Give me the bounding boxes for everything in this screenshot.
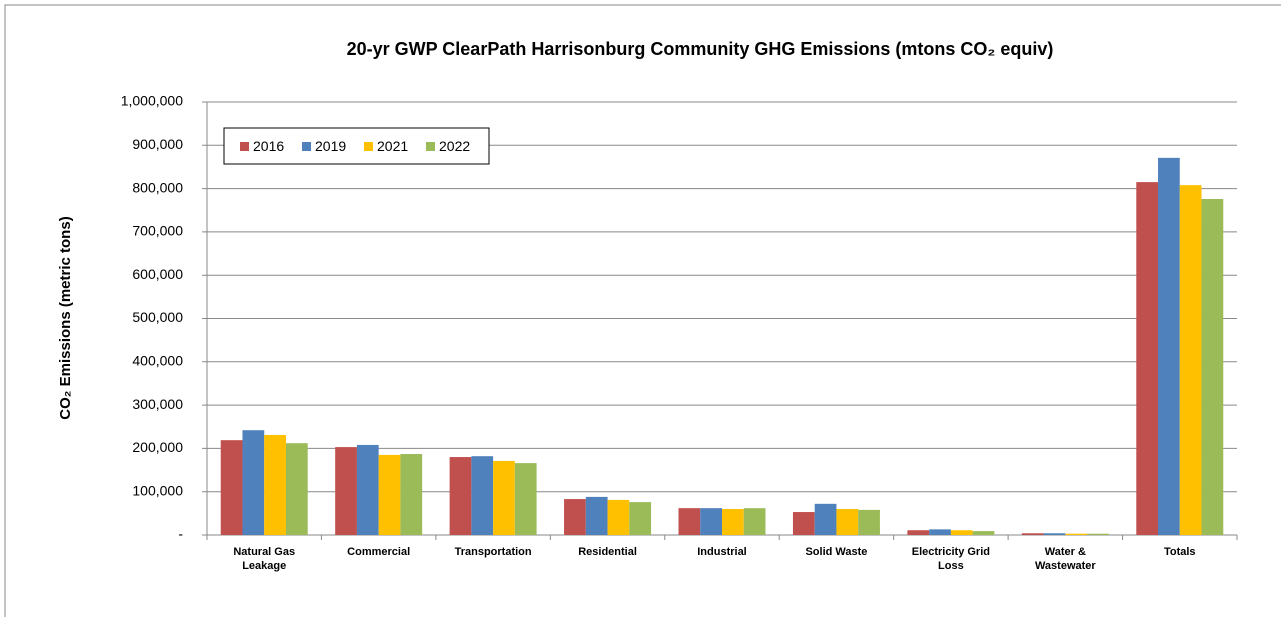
bar <box>1021 533 1044 535</box>
bar <box>264 434 286 535</box>
x-tick-label: Natural Gas Leakage <box>233 546 296 572</box>
y-tick-label: - <box>178 526 183 542</box>
legend-label: 2021 <box>377 138 409 154</box>
legend-item: 2022 <box>426 138 470 154</box>
x-tick-label: Electricity Grid Loss <box>911 546 990 572</box>
bar <box>1087 533 1109 535</box>
y-axis-label: CO₂ Emissions (metric tons) <box>57 216 74 419</box>
chart-title: 20-yr GWP ClearPath Harrisonburg Communi… <box>347 39 1054 59</box>
y-tick-label: 400,000 <box>132 353 183 369</box>
legend-item: 2019 <box>302 138 346 154</box>
legend-swatch <box>364 141 373 151</box>
bar <box>972 531 995 535</box>
y-tick-label: 900,000 <box>132 136 183 152</box>
bar <box>242 430 265 535</box>
bar <box>1179 185 1202 536</box>
legend-label: 2022 <box>439 138 471 154</box>
bar <box>378 454 401 535</box>
x-tick-label: Transportation <box>454 546 532 558</box>
bar <box>1136 182 1159 536</box>
y-tick-label: 100,000 <box>132 482 183 498</box>
x-tick-label: Industrial <box>697 546 747 558</box>
legend-item: 2016 <box>240 138 284 154</box>
bar <box>1043 533 1066 535</box>
bar <box>858 509 880 535</box>
x-tick-label: Commercial <box>347 546 411 558</box>
y-tick-label: 500,000 <box>132 309 183 325</box>
bar <box>220 440 243 535</box>
legend-label: 2019 <box>315 138 347 154</box>
bar <box>514 463 537 535</box>
bar <box>629 502 652 535</box>
y-tick-label: 700,000 <box>132 223 183 239</box>
bar <box>356 444 379 535</box>
bar <box>743 508 766 535</box>
x-tick-label: Totals <box>1163 546 1196 558</box>
y-tick-label: 800,000 <box>132 179 183 195</box>
bar <box>585 496 608 535</box>
bar <box>607 499 630 535</box>
x-tick-label: Water & Wastewater <box>1034 546 1096 572</box>
bar <box>950 530 973 535</box>
bar <box>471 456 494 535</box>
x-tick-label: Solid Waste <box>805 546 868 558</box>
bar <box>400 454 423 535</box>
bar <box>1201 198 1224 535</box>
bar <box>285 443 308 535</box>
bar <box>792 512 815 535</box>
bar <box>929 529 951 535</box>
y-tick-label: 600,000 <box>132 266 183 282</box>
frame <box>4 4 1281 617</box>
legend-swatch <box>302 141 311 151</box>
legend-swatch <box>426 141 435 151</box>
y-tick-label: 1,000,000 <box>121 93 183 109</box>
bar <box>907 530 930 535</box>
bar <box>836 509 859 535</box>
bar <box>1158 157 1180 535</box>
bar <box>1065 533 1088 535</box>
bar <box>564 499 586 535</box>
y-tick-label: 300,000 <box>132 396 183 412</box>
bar <box>449 457 472 535</box>
bar <box>700 508 722 535</box>
bar <box>335 447 357 535</box>
y-tick-label: 200,000 <box>132 439 183 455</box>
legend-box <box>223 127 490 165</box>
bar <box>722 509 744 535</box>
legend-item: 2021 <box>364 138 408 154</box>
x-tick-label: Residential <box>578 546 637 558</box>
bar <box>678 508 701 535</box>
bar <box>814 503 837 535</box>
bar <box>493 460 515 535</box>
legend-swatch <box>240 141 249 151</box>
legend-label: 2016 <box>253 138 285 154</box>
